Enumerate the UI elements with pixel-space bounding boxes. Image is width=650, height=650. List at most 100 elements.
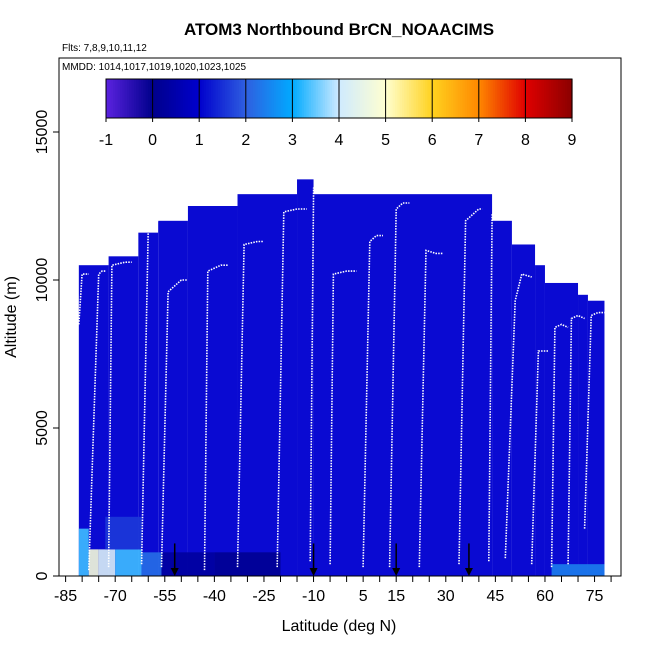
colorbar-segment: [241, 79, 245, 118]
colorbar-segment: [341, 79, 345, 118]
flight-track: [160, 279, 188, 568]
colorbar-segment: [560, 79, 564, 118]
colorbar-segment: [266, 79, 270, 118]
flight-track: [550, 323, 569, 568]
colorbar-segment: [425, 79, 429, 118]
colorbar-segment: [129, 79, 133, 118]
colorbar-segment: [434, 79, 438, 118]
colorbar-tick-label: 2: [241, 132, 250, 149]
marker-arrow: [309, 568, 318, 576]
colorbar-segment: [450, 79, 454, 118]
colorbar-segment: [229, 79, 233, 118]
colorbar-segment: [339, 79, 342, 118]
colorbar-segment: [150, 79, 154, 118]
colorbar-segment: [394, 79, 398, 118]
colorbar-segment: [478, 79, 482, 118]
profile-column: [535, 265, 545, 576]
colorbar-segment: [194, 79, 198, 118]
colorbar-segment: [294, 79, 298, 118]
colorbar-segment: [406, 79, 410, 118]
colorbar-segment: [278, 79, 282, 118]
x-tick-label: -55: [153, 588, 176, 605]
colorbar-segment: [280, 79, 284, 118]
colorbar-segment: [315, 79, 319, 118]
colorbar-segment: [210, 79, 214, 118]
surface-cell: [105, 516, 142, 550]
colorbar-segment: [297, 79, 300, 118]
colorbar-segment: [152, 79, 156, 118]
colorbar-segment: [329, 79, 333, 118]
colorbar-segment: [490, 79, 494, 118]
colorbar-segment: [126, 79, 130, 118]
flight-track: [78, 273, 89, 325]
colorbar-segment: [504, 79, 508, 118]
colorbar-segment: [457, 79, 461, 118]
colorbar-segment: [311, 79, 314, 118]
colorbar-segment: [166, 79, 170, 118]
flight-track: [567, 314, 585, 565]
colorbar-segment: [217, 79, 221, 118]
x-tick-label: 5: [359, 588, 368, 605]
surface-cell: [115, 549, 142, 576]
colorbar-segment: [213, 79, 217, 118]
colorbar-segment: [159, 79, 163, 118]
flight-track: [107, 261, 132, 568]
colorbar-tick-label: 4: [335, 132, 344, 149]
colorbar-segment: [220, 79, 224, 118]
flight-track: [583, 311, 605, 529]
profile-column: [587, 300, 605, 576]
colorbar-segment: [378, 79, 382, 118]
flight-track: [329, 270, 357, 565]
colorbar-segment: [376, 79, 380, 118]
colorbar-segment: [332, 79, 335, 118]
colorbar-tick-label: -1: [99, 132, 113, 149]
colorbar-segment: [436, 79, 440, 118]
profile-column: [313, 194, 493, 576]
colorbar-segment: [404, 79, 408, 118]
x-tick-label: 30: [437, 588, 455, 605]
colorbar-segment: [380, 79, 384, 118]
colorbar-segment: [245, 79, 249, 118]
flight-track: [236, 240, 264, 568]
colorbar-segment: [448, 79, 452, 118]
y-tick-label: 5000: [34, 410, 51, 446]
colorbar-segment: [441, 79, 445, 118]
profile-column: [511, 244, 536, 577]
colorbar-segment: [248, 79, 252, 118]
colorbar-segment: [495, 79, 499, 118]
colorbar-tick-label: 5: [381, 132, 390, 149]
colorbar-segment: [119, 79, 123, 118]
colorbar-segment: [292, 79, 296, 118]
colorbar-segment: [366, 79, 370, 118]
colorbar-segment: [182, 79, 186, 118]
colorbar-segment: [488, 79, 492, 118]
colorbar-segment: [231, 79, 235, 118]
colorbar-segment: [357, 79, 361, 118]
colorbar-segment: [276, 79, 280, 118]
colorbar-segment: [471, 79, 475, 118]
colorbar-segment: [483, 79, 487, 118]
colorbar-segment: [224, 79, 228, 118]
colorbar-segment: [145, 79, 149, 118]
colorbar-segment: [196, 79, 200, 118]
colorbar-segment: [327, 79, 331, 118]
colorbar-segment: [506, 79, 510, 118]
colorbar-segment: [117, 79, 121, 118]
colorbar-segment: [502, 79, 506, 118]
colorbar-segment: [401, 79, 405, 118]
colorbar-segment: [164, 79, 168, 118]
colorbar-segment: [313, 79, 317, 118]
colorbar-segment: [106, 79, 109, 118]
plot-frame: [58, 57, 622, 577]
colorbar-segment: [271, 79, 275, 118]
colorbar-segment: [122, 79, 126, 118]
colorbar-segment: [474, 79, 478, 118]
x-tick-label: 75: [586, 588, 604, 605]
colorbar-segment: [168, 79, 172, 118]
colorbar-segment: [290, 79, 293, 118]
colorbar-segment: [178, 79, 182, 118]
profile-column: [578, 294, 588, 576]
colorbar-segment: [199, 79, 203, 118]
flight-track: [309, 184, 324, 562]
